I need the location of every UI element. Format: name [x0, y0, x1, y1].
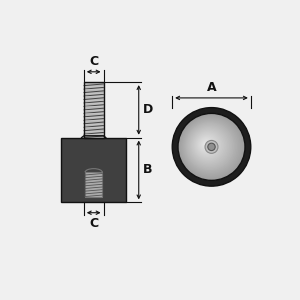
- Text: C: C: [89, 55, 98, 68]
- Circle shape: [184, 119, 237, 173]
- Circle shape: [189, 126, 229, 166]
- Circle shape: [188, 124, 231, 167]
- Circle shape: [205, 140, 218, 153]
- Circle shape: [200, 138, 213, 152]
- Circle shape: [186, 122, 234, 170]
- Circle shape: [178, 113, 245, 180]
- Circle shape: [184, 121, 236, 172]
- Circle shape: [192, 129, 224, 162]
- Circle shape: [182, 118, 239, 175]
- Text: A: A: [207, 81, 216, 94]
- Circle shape: [181, 117, 240, 176]
- Bar: [84, 82, 104, 138]
- Circle shape: [197, 134, 218, 156]
- Circle shape: [178, 113, 245, 180]
- Text: C: C: [89, 217, 98, 230]
- Circle shape: [201, 139, 212, 150]
- Text: B: B: [143, 164, 153, 176]
- Circle shape: [191, 128, 226, 163]
- Circle shape: [198, 136, 217, 154]
- Circle shape: [203, 142, 208, 147]
- Bar: [84, 82, 104, 138]
- Bar: [85, 172, 102, 196]
- Circle shape: [172, 108, 251, 186]
- Circle shape: [202, 140, 210, 148]
- Circle shape: [199, 137, 215, 153]
- Circle shape: [208, 143, 215, 151]
- Circle shape: [194, 132, 221, 159]
- Circle shape: [187, 123, 232, 169]
- Circle shape: [196, 133, 220, 157]
- Bar: [61, 138, 126, 202]
- Circle shape: [190, 127, 228, 164]
- Circle shape: [179, 115, 243, 179]
- Text: D: D: [143, 103, 154, 116]
- Circle shape: [180, 116, 242, 178]
- Circle shape: [204, 143, 207, 146]
- Circle shape: [194, 130, 223, 160]
